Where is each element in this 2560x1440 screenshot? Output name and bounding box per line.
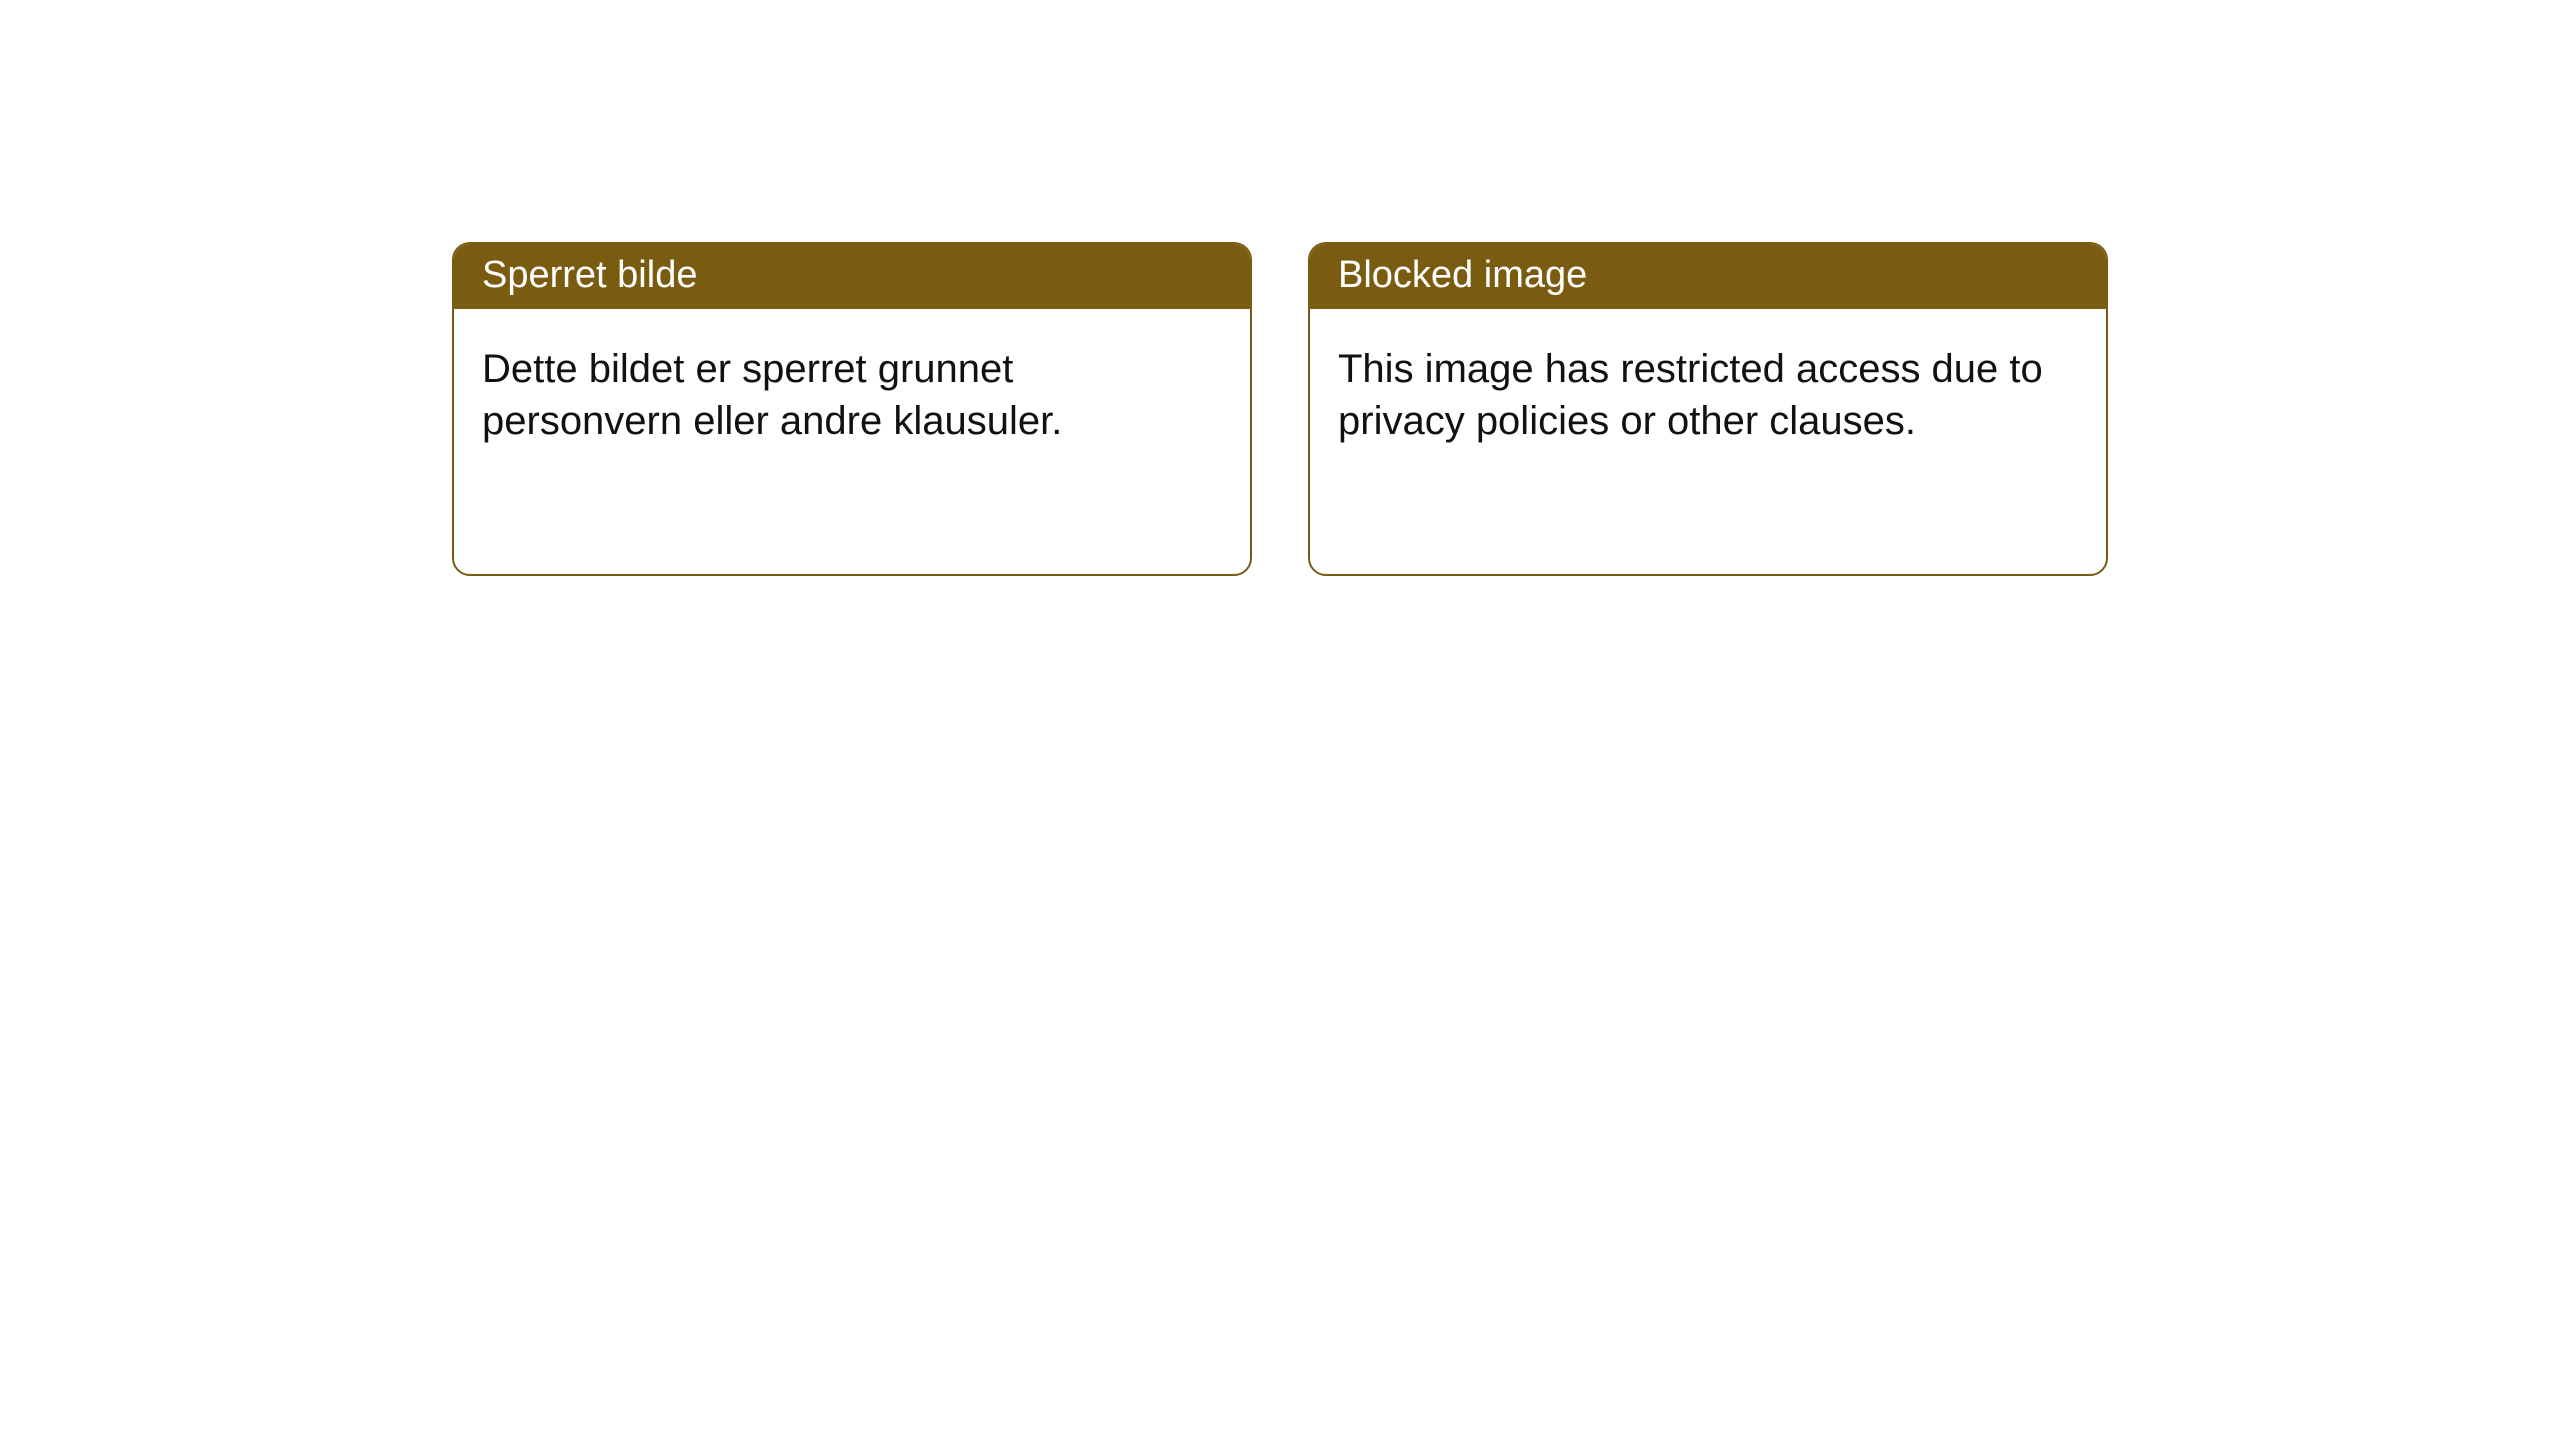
notice-body-norwegian: Dette bildet er sperret grunnet personve… [454, 309, 1250, 481]
notice-card-english: Blocked image This image has restricted … [1308, 242, 2108, 576]
notice-body-english: This image has restricted access due to … [1310, 309, 2106, 481]
notice-container: Sperret bilde Dette bildet er sperret gr… [0, 0, 2560, 576]
notice-card-norwegian: Sperret bilde Dette bildet er sperret gr… [452, 242, 1252, 576]
notice-header-english: Blocked image [1310, 244, 2106, 309]
notice-header-norwegian: Sperret bilde [454, 244, 1250, 309]
